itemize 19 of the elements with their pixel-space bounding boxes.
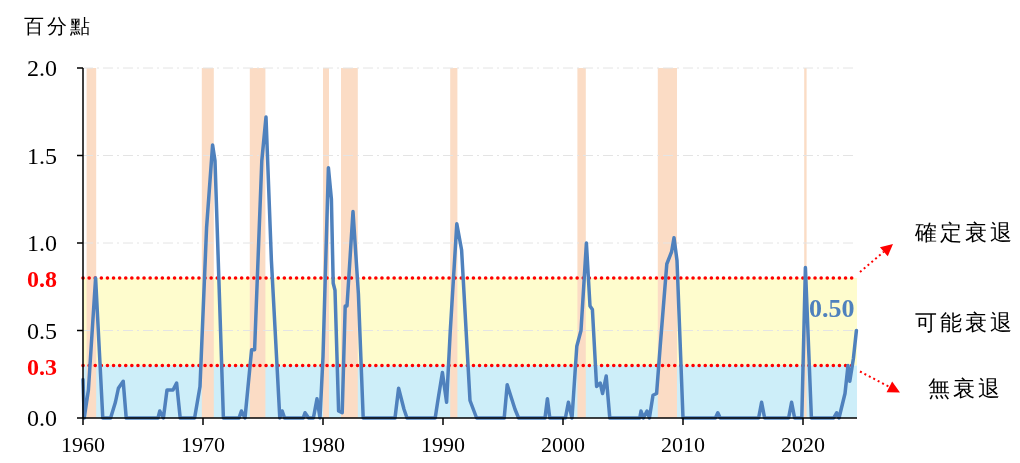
y-tick-label: 1.5 — [27, 142, 57, 169]
x-tick-label: 1960 — [61, 432, 105, 457]
ref-line-label: 0.8 — [27, 266, 57, 292]
x-tick-label: 2000 — [541, 432, 585, 457]
x-tick-label: 1970 — [181, 432, 225, 457]
text: 無衰退 — [927, 375, 1003, 401]
annotation: 0.50 — [808, 293, 855, 323]
ref-line-label: 0.3 — [27, 353, 57, 380]
y-axis-title: 百分點 — [23, 15, 93, 37]
text: 可能衰退 — [915, 309, 1015, 335]
x-tick-label: 1990 — [421, 432, 465, 457]
y-tick-label: 2.0 — [27, 55, 57, 81]
y-tick-label: 0.5 — [27, 317, 57, 344]
x-tick-label: 1980 — [301, 432, 345, 457]
text: 確定衰退 — [914, 220, 1015, 245]
y-tick-label: 0.0 — [27, 405, 57, 431]
x-tick-label: 2010 — [661, 432, 705, 457]
x-tick-label: 2020 — [781, 432, 825, 457]
y-tick-label: 1.0 — [27, 230, 57, 256]
